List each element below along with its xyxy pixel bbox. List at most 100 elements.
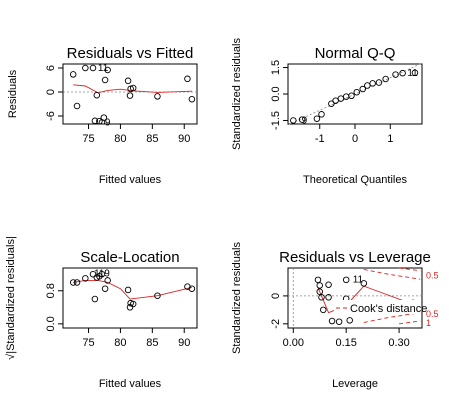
- y-tick-label: 0.8: [45, 283, 57, 298]
- data-point: [73, 279, 81, 286]
- x-tick-label: 75: [82, 337, 94, 349]
- cooks-distance-line: [399, 268, 421, 272]
- x-tick-label: 1: [387, 133, 393, 145]
- data-point: [124, 286, 132, 294]
- data-point: [392, 71, 399, 78]
- data-point: [154, 93, 161, 100]
- point-label: 11: [407, 68, 418, 79]
- y-tick-label: -6: [45, 111, 57, 121]
- data-point: [69, 279, 77, 286]
- legend-label: Cook's distance: [350, 303, 427, 315]
- x-axis-label: Fitted values: [99, 378, 162, 390]
- panel-title: Residuals vs Leverage: [279, 249, 431, 266]
- data-point: [126, 92, 134, 99]
- panel-title: Residuals vs Fitted: [67, 45, 194, 62]
- data-point: [89, 64, 97, 72]
- point-label: 9: [302, 115, 308, 126]
- data-point: [342, 93, 350, 100]
- x-tick-label: 85: [146, 133, 158, 145]
- panel-title: Normal Q-Q: [315, 45, 396, 62]
- data-point: [342, 276, 350, 284]
- data-point: [104, 66, 111, 74]
- x-tick-label: -1: [315, 133, 325, 145]
- y-axis-label: Standardized residuals: [231, 242, 243, 354]
- cooks-level-label: 1: [426, 318, 431, 328]
- data-point: [332, 97, 339, 104]
- data-point: [124, 77, 132, 85]
- point-label: 9: [105, 117, 111, 128]
- data-point: [337, 95, 345, 102]
- x-tick-label: 0.00: [283, 337, 304, 349]
- x-axis-label: Fitted values: [99, 174, 162, 186]
- point-label: 9: [104, 268, 110, 279]
- data-point: [348, 92, 355, 100]
- data-point: [382, 75, 389, 83]
- x-tick-label: 80: [114, 133, 126, 145]
- cooks-distance-line: [363, 268, 421, 280]
- cooks-level-label: 0.5: [426, 271, 439, 281]
- data-point: [369, 80, 376, 87]
- scale-location-panel: Scale-Location Fitted values √|Standardi…: [5, 236, 198, 390]
- data-point: [298, 116, 306, 123]
- data-point: [101, 285, 109, 292]
- y-tick-label: -2: [270, 319, 282, 329]
- data-point: [82, 275, 89, 282]
- data-point: [399, 69, 406, 77]
- x-axis-label: Theoretical Quantiles: [303, 174, 407, 186]
- data-point: [154, 292, 161, 299]
- plot-area: [69, 64, 196, 124]
- data-point: [318, 111, 325, 118]
- data-point: [359, 85, 367, 93]
- data-point: [346, 317, 353, 324]
- data-point: [325, 281, 332, 288]
- plot-area: [69, 270, 196, 311]
- data-point: [93, 91, 101, 99]
- data-point: [100, 114, 108, 121]
- y-tick-label: 0: [270, 293, 282, 299]
- data-point: [364, 82, 371, 89]
- data-point: [411, 69, 419, 77]
- data-point: [91, 117, 99, 124]
- residuals-vs-fitted-panel: Residuals vs Fitted Fitted values Residu…: [7, 45, 198, 186]
- x-tick-label: 0: [352, 133, 358, 145]
- data-point: [82, 64, 89, 72]
- data-point: [325, 294, 332, 301]
- data-point: [184, 75, 191, 83]
- cooks-distance-line: [363, 312, 421, 323]
- point-label: 11: [353, 274, 364, 285]
- panel-title: Scale-Location: [80, 249, 179, 266]
- smoother-line: [73, 84, 192, 94]
- x-axis-label: Leverage: [332, 378, 378, 390]
- data-point: [360, 280, 368, 287]
- x-tick-label: 80: [114, 337, 126, 349]
- cooks-level-label: 0.5: [426, 309, 439, 319]
- point-label: 11: [94, 268, 105, 279]
- data-point: [104, 277, 111, 284]
- y-tick-label: 6: [45, 65, 57, 71]
- data-point: [69, 71, 77, 78]
- data-point: [328, 100, 335, 107]
- y-tick-label: 0.0: [270, 86, 282, 101]
- x-tick-label: 85: [146, 337, 158, 349]
- point-label: 11: [98, 63, 109, 74]
- data-point: [328, 317, 336, 325]
- data-point: [89, 270, 97, 278]
- data-point: [316, 288, 323, 295]
- x-tick-label: 0.30: [388, 337, 409, 349]
- data-point: [353, 88, 361, 96]
- data-point: [91, 295, 99, 303]
- smoother-line: [73, 279, 193, 300]
- data-point: [335, 318, 343, 325]
- y-axis-label: √|Standardized residuals|: [5, 236, 17, 360]
- data-point: [129, 300, 137, 308]
- plot-area: [290, 69, 419, 124]
- y-tick-label: 1.5: [270, 60, 282, 75]
- normal-qq-panel: Normal Q-Q Theoretical Quantiles Standar…: [231, 38, 423, 186]
- data-point: [73, 102, 81, 110]
- plot-frame: [62, 63, 198, 125]
- data-point: [188, 285, 196, 292]
- data-point: [129, 84, 137, 92]
- y-axis-label: Residuals: [7, 69, 19, 118]
- legend-box: [334, 300, 420, 314]
